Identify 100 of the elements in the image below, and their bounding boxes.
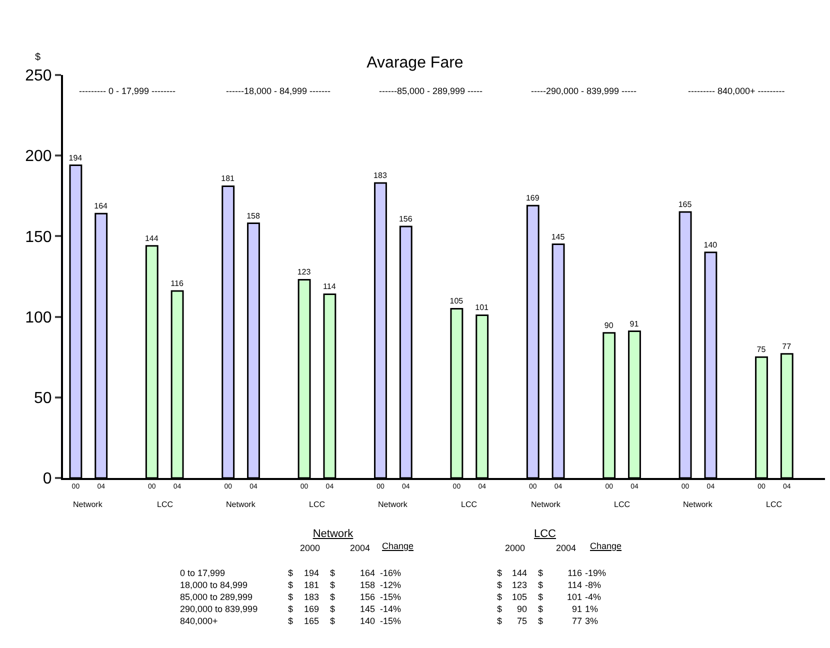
text: 840,000+ <box>180 616 218 626</box>
text: $ <box>538 604 544 614</box>
text: 2000 <box>300 543 320 553</box>
data-label: 123 <box>297 268 312 277</box>
annotation: --------- 0 - 17,999 -------- <box>79 86 176 96</box>
text: 169 <box>304 604 319 614</box>
text: 3% <box>585 616 598 626</box>
data-label: 105 <box>450 296 464 306</box>
text: -14% <box>380 604 402 614</box>
data-label: 140 <box>704 240 718 250</box>
text: -12% <box>380 580 402 590</box>
data-label: 75 <box>756 345 766 354</box>
text: -16% <box>380 568 402 578</box>
y-tick-label: 0 <box>42 470 52 488</box>
text: LCC <box>157 500 174 509</box>
y-tick-label: 100 <box>25 309 52 326</box>
annotation: ------18,000 - 84,999 ------- <box>226 86 331 96</box>
data-label: 145 <box>551 232 566 242</box>
text: 165 <box>304 616 319 626</box>
data-label: 169 <box>526 194 540 203</box>
data-label: 158 <box>246 211 260 220</box>
text: 91 <box>572 604 582 614</box>
text: -15% <box>380 592 402 602</box>
y-tick-label: 200 <box>25 148 52 166</box>
data-label: 144 <box>144 234 159 243</box>
annotation: --------- 840,000+ --------- <box>688 86 785 96</box>
annotation: -----290,000 - 839,999 ----- <box>531 86 637 96</box>
annotation: ------85,000 - 289,999 ----- <box>379 86 483 96</box>
data-label: 90 <box>604 320 614 330</box>
text: Network <box>312 528 354 540</box>
text: 77 <box>572 616 582 626</box>
text: 181 <box>304 580 319 590</box>
text: -19% <box>585 568 606 578</box>
text: $ <box>497 568 502 578</box>
text: 101 <box>566 592 582 602</box>
text: 144 <box>512 568 527 578</box>
text: $ <box>330 568 336 578</box>
y-tick-label: 250 <box>25 68 52 85</box>
text: Network <box>226 500 256 509</box>
text: $ <box>330 604 336 614</box>
text: 145 <box>360 604 375 614</box>
text: 116 <box>568 568 582 578</box>
text: 290,000 to 839,999 <box>180 604 258 614</box>
text: LCC <box>534 528 556 540</box>
text: 114 <box>568 580 582 590</box>
text: Network <box>531 500 562 509</box>
y-tick-label: 150 <box>25 228 52 246</box>
data-label: 101 <box>475 303 490 312</box>
text: LCC <box>461 500 478 509</box>
text: 183 <box>304 592 319 602</box>
y-tick-label: 50 <box>34 390 52 407</box>
text: $ <box>538 580 544 590</box>
text: $ <box>497 592 502 602</box>
text: $ <box>288 568 294 578</box>
text: 156 <box>360 592 375 602</box>
text: 0 to 17,999 <box>180 568 226 578</box>
chart-title: Avarage Fare <box>366 54 464 72</box>
text: $ <box>330 616 336 626</box>
text: LCC <box>309 500 326 509</box>
text: Network <box>378 500 408 509</box>
text: $ <box>497 604 502 614</box>
text: $ <box>538 616 544 626</box>
text: Network <box>683 500 714 509</box>
text: $ <box>288 580 294 590</box>
data-label: 156 <box>398 214 413 224</box>
text: $ <box>497 580 502 590</box>
data-label: 164 <box>94 202 108 211</box>
text: 140 <box>360 616 375 626</box>
data-label: 183 <box>374 171 388 180</box>
data-label: 77 <box>782 342 792 351</box>
text: Change <box>382 541 414 551</box>
text: 1% <box>585 604 598 614</box>
data-label: 91 <box>630 319 640 328</box>
text: 18,000 to 84,999 <box>180 580 248 590</box>
text: -8% <box>585 580 602 590</box>
y-axis-title: $ <box>35 52 41 63</box>
text: $ <box>538 568 544 578</box>
text: $ <box>538 592 544 602</box>
text: -15% <box>380 616 402 626</box>
text: 2004 <box>556 543 576 553</box>
text: 75 <box>516 616 527 626</box>
text: $ <box>288 616 294 626</box>
text: 105 <box>512 592 527 602</box>
data-label: 116 <box>170 279 184 288</box>
text: LCC <box>766 500 782 509</box>
data-label: 165 <box>678 200 692 210</box>
text: 2004 <box>350 543 370 553</box>
text: -4% <box>585 592 602 602</box>
data-label: 114 <box>323 282 336 292</box>
text: Change <box>590 541 622 551</box>
text: 194 <box>304 568 319 578</box>
text: $ <box>497 616 502 626</box>
data-label: 194 <box>68 153 83 162</box>
text: 85,000 to 289,999 <box>180 592 253 602</box>
text: 90 <box>516 604 527 614</box>
text: 158 <box>360 580 375 590</box>
data-label: 181 <box>221 174 236 184</box>
text: $ <box>288 592 294 602</box>
text: 123 <box>512 580 527 590</box>
text: 164 <box>360 568 375 578</box>
